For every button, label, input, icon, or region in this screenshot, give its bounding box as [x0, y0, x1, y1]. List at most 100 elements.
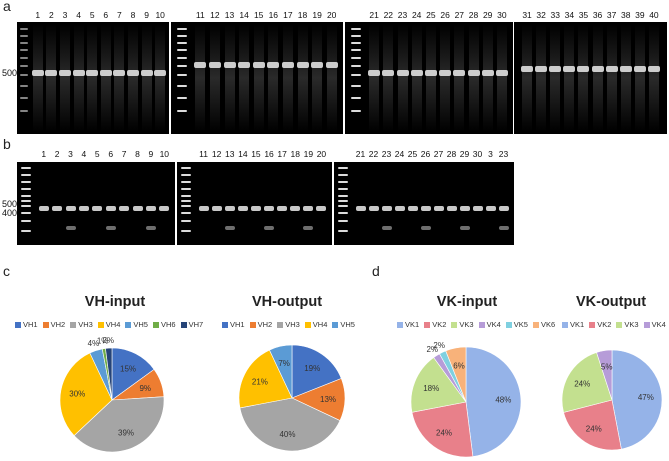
ladder-band: [21, 205, 31, 207]
ladder-band: [177, 42, 187, 44]
ladder-band: [338, 220, 348, 222]
ladder-band: [181, 195, 191, 197]
lane-number: 18: [297, 10, 308, 20]
pcr-band: [252, 62, 265, 68]
lane-number: 33: [550, 10, 560, 20]
pie-data-label: 47%: [638, 393, 654, 402]
legend-swatch: [589, 321, 596, 328]
pcr-band: [410, 70, 423, 76]
lane-smear: [128, 24, 138, 132]
lane-number: 5: [89, 10, 95, 20]
pcr-band: [224, 206, 235, 211]
lane-number: 30: [472, 149, 483, 159]
pie-data-label: 18%: [423, 384, 439, 393]
ladder-band: [20, 110, 28, 112]
legend-item: VK1: [397, 320, 419, 329]
lane-number: 17: [283, 10, 293, 20]
ladder-band: [177, 49, 187, 51]
pie-data-label: 24%: [574, 380, 590, 389]
ladder-band: [177, 57, 187, 59]
ladder-band: [181, 220, 191, 222]
pcr-band: [145, 206, 156, 211]
lane-smear: [454, 24, 465, 132]
legend-swatch: [222, 321, 228, 328]
lane-number: 15: [253, 10, 264, 20]
lane-number: 22: [383, 10, 394, 20]
lane-smear: [239, 24, 250, 132]
lane-number: 11: [195, 10, 205, 20]
legend-swatch: [451, 321, 458, 328]
lane-number: 25: [426, 10, 436, 20]
lane-number: 17: [277, 149, 287, 159]
ladder-band: [21, 200, 31, 202]
lane-number: 31: [522, 10, 532, 20]
pie-slice: [105, 347, 113, 401]
lane-smear: [468, 24, 479, 132]
pie-data-label: 6%: [453, 361, 465, 370]
lane-number: 7: [117, 10, 122, 20]
pie-data-label: 24%: [436, 428, 452, 437]
ladder-band: [21, 188, 31, 190]
gel-b-marker-400: 400: [2, 208, 18, 218]
legend-swatch: [532, 321, 539, 328]
lane-number: 16: [268, 10, 279, 20]
legend-item: VH3: [277, 320, 300, 329]
lane-number: 29: [459, 149, 470, 159]
lane-smear: [592, 24, 603, 132]
pcr-band: [38, 206, 49, 211]
pcr-band: [296, 62, 309, 68]
pcr-band: [535, 66, 548, 72]
gel-a-segment: [17, 22, 169, 134]
ladder-band: [20, 74, 28, 76]
legend-vk-input: VK1 VK2 VK3 VK4 VK5 VK6: [397, 320, 560, 329]
lane-number: 2: [49, 10, 54, 20]
lane-smear: [648, 24, 659, 132]
pcr-band: [368, 70, 381, 76]
pcr-band: [267, 62, 280, 68]
lane-number: 22: [368, 149, 379, 159]
legend-label: VH5: [133, 320, 148, 329]
legend-item: VH5: [125, 320, 148, 329]
panel-label-b: b: [3, 136, 11, 152]
lane-number: 34: [564, 10, 575, 20]
lane-number: 8: [135, 149, 140, 159]
pcr-band: [194, 62, 207, 68]
pcr-band: [453, 70, 466, 76]
legend-item: VH2: [42, 320, 65, 329]
legend-swatch: [152, 321, 159, 328]
pie-data-label: 2%: [102, 336, 114, 345]
lane-number: 27: [433, 149, 444, 159]
lane-number: 26: [420, 149, 431, 159]
legend-item: VK2: [589, 320, 611, 329]
pie-slice: [73, 396, 165, 453]
ladder-band: [21, 181, 31, 183]
pcr-band-faint: [420, 226, 431, 230]
pcr-band: [45, 70, 58, 76]
pcr-band: [485, 206, 496, 211]
pcr-band: [277, 206, 288, 211]
gel-a-marker-500: 500: [2, 68, 18, 78]
lane-number: 10: [155, 10, 165, 20]
lane-number: 3: [68, 149, 73, 159]
ladder-band: [351, 35, 361, 37]
pcr-band-faint: [264, 226, 275, 230]
lane-number: 21: [369, 10, 379, 20]
lane-number: 3: [488, 149, 493, 159]
lane-number: 25: [407, 149, 418, 159]
lane-number: 30: [497, 10, 507, 20]
lane-number: 9: [148, 149, 154, 159]
legend-label: VK1: [405, 320, 420, 329]
lane-smear: [114, 24, 125, 132]
pcr-band: [132, 206, 143, 211]
lane-number: 37: [606, 10, 617, 20]
pcr-band-faint: [381, 226, 392, 230]
legend-label: VH3: [78, 320, 93, 329]
lane-number: 23: [397, 10, 408, 20]
legend-item: VK4: [643, 320, 666, 329]
legend-label: VH4: [105, 320, 121, 329]
lane-number: 14: [238, 149, 248, 159]
pcr-band-faint: [303, 226, 314, 230]
legend-item: VK5: [505, 320, 528, 329]
pie-slice: [239, 397, 341, 452]
legend-swatch: [15, 321, 21, 328]
